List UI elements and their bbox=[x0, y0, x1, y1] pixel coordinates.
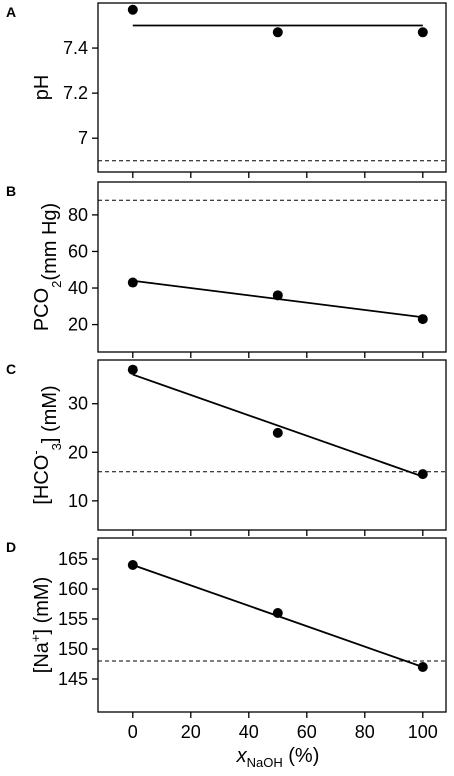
panel-b-data-point bbox=[417, 314, 428, 325]
panel-b-letter: B bbox=[6, 183, 16, 199]
panel-b-y-axis-label-unit: (mm Hg) bbox=[39, 203, 61, 281]
panel-a: A 7 7.2 7.4 pH bbox=[6, 2, 447, 178]
panel-a-y-tick-label: 7 bbox=[78, 128, 88, 148]
panel-d-letter: D bbox=[6, 539, 16, 555]
panel-a-data-point bbox=[417, 27, 428, 38]
panel-d-y-tick-label: 165 bbox=[58, 549, 88, 569]
panel-b-data-point bbox=[127, 277, 138, 288]
panel-d-y-tick-label: 155 bbox=[58, 609, 88, 629]
panel-a-y-axis-label: pH bbox=[31, 75, 53, 101]
panel-c: C 10 20 30 [HCO- 3] (mM) bbox=[6, 359, 447, 536]
panel-c-fit-line bbox=[132, 373, 424, 478]
panel-a-frame bbox=[97, 2, 447, 173]
panel-c-y-axis-label-superscript: - bbox=[28, 450, 43, 454]
panel-d-y-tick-label: 145 bbox=[58, 669, 88, 689]
panel-a-data-point bbox=[127, 4, 138, 15]
x-axis-label-symbol: x bbox=[236, 745, 248, 767]
panel-d-data-point bbox=[272, 608, 283, 618]
panel-d-frame bbox=[97, 537, 447, 713]
panel-c-data-point bbox=[127, 364, 138, 375]
panel-c-frame bbox=[97, 359, 447, 531]
panel-a-y-tick-label: 7.4 bbox=[63, 38, 88, 58]
x-tick-label: 100 bbox=[408, 722, 438, 742]
panel-a-data-point bbox=[272, 27, 283, 38]
x-axis-label: xNaOH (%) bbox=[236, 745, 320, 770]
panel-d-data-point bbox=[127, 560, 138, 570]
panel-d-data-point bbox=[417, 662, 428, 672]
panel-c-letter: C bbox=[6, 361, 16, 377]
panel-b-frame bbox=[97, 181, 447, 353]
x-tick-label: 20 bbox=[181, 722, 201, 742]
panel-d-y-axis-label-unit: ] (mM) bbox=[31, 577, 53, 635]
panel-d-y-tick-label: 160 bbox=[58, 579, 88, 599]
panel-d-y-axis-label: [Na+] (mM) bbox=[28, 577, 53, 673]
x-tick-label: 60 bbox=[297, 722, 317, 742]
panel-b-y-tick-label: 60 bbox=[68, 241, 88, 261]
x-tick-label: 80 bbox=[355, 722, 375, 742]
panel-b-data-point bbox=[272, 290, 283, 301]
panel-a-y-axis-label-main: pH bbox=[31, 75, 53, 101]
panel-c-y-tick-label: 30 bbox=[68, 394, 88, 414]
panel-c-y-axis-label: [HCO- 3] (mM) bbox=[28, 385, 64, 504]
panel-b-y-axis-label-main: PCO bbox=[31, 288, 53, 331]
panel-c-data-point bbox=[417, 469, 428, 480]
panel-d-y-axis-label-main: [Na bbox=[31, 641, 53, 673]
panel-a-letter: A bbox=[6, 4, 16, 20]
panel-c-y-axis-label-subscript: 3 bbox=[49, 443, 64, 450]
panel-d-y-axis-label-superscript: + bbox=[28, 635, 43, 643]
panel-c-y-tick-label: 10 bbox=[68, 491, 88, 511]
panel-c-data-point bbox=[272, 427, 283, 438]
panel-b-y-tick-label: 80 bbox=[68, 205, 88, 225]
x-tick-label: 40 bbox=[239, 722, 259, 742]
x-tick-label: 0 bbox=[128, 722, 138, 742]
panel-c-y-axis-label-main: [HCO bbox=[31, 455, 53, 505]
panel-d-y-tick-label: 150 bbox=[58, 639, 88, 659]
x-axis-label-unit: (%) bbox=[283, 745, 320, 767]
panel-b-y-axis-label: PCO2(mm Hg) bbox=[31, 203, 64, 331]
panel-b-y-tick-label: 20 bbox=[68, 315, 88, 335]
panel-c-y-axis-label-unit: ] (mM) bbox=[39, 385, 61, 443]
panel-a-y-tick-label: 7.2 bbox=[63, 83, 88, 103]
panel-b-y-tick-label: 40 bbox=[68, 278, 88, 298]
panel-c-y-tick-label: 20 bbox=[68, 442, 88, 462]
panel-b-y-axis-label-subscript: 2 bbox=[49, 281, 64, 288]
x-axis-label-subscript: NaOH bbox=[247, 755, 283, 770]
